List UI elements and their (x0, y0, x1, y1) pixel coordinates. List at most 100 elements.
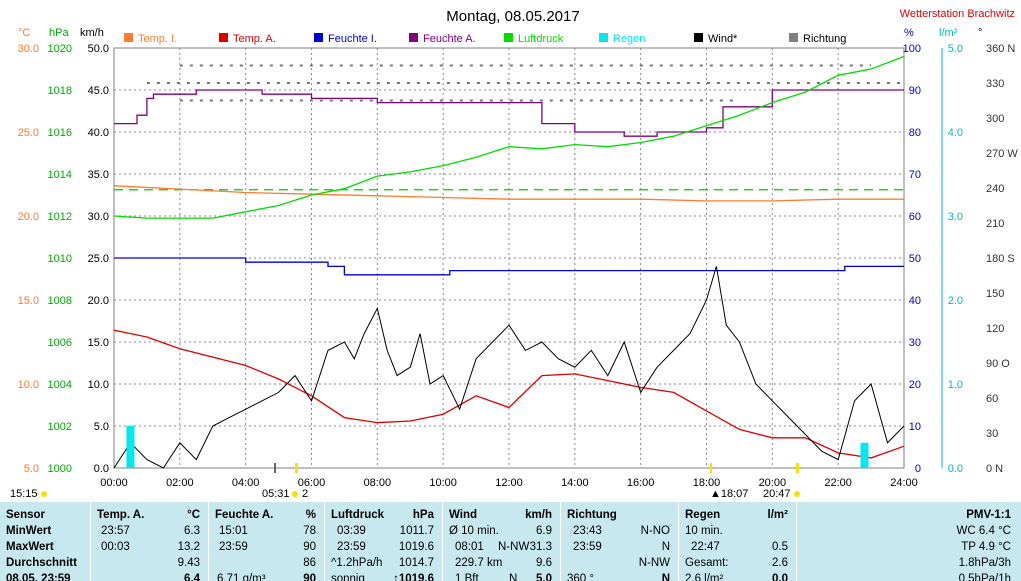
legend-label-1: Temp. A. (233, 33, 276, 45)
luftdruck-min-value: 1011.7 (399, 525, 434, 537)
legend-swatch-7 (789, 33, 798, 42)
legend-label-3: Feuchte A. (423, 33, 476, 45)
x-tick-0: 00:00 (100, 477, 128, 489)
temp-axis-tick-5: 5.0 (24, 463, 39, 475)
pressure-axis-tick-6: 1008 (48, 295, 72, 307)
rain-axis-tick-4: 1.0 (948, 379, 963, 391)
wind-axis-tick-10: 0.0 (94, 463, 109, 475)
temp-axis-tick-3: 15.0 (18, 295, 39, 307)
direction-axis-tick-8: 120 (986, 323, 1004, 335)
temp-a-min-time: 23:57 (101, 525, 130, 537)
temp-unit-label: °C (18, 27, 30, 39)
humidity-unit-label: % (904, 27, 914, 39)
x-tick-6: 12:00 (495, 477, 523, 489)
regen-total-value: 2.6 (772, 557, 788, 569)
sunrise-marker (295, 463, 298, 473)
wind-axis-tick-8: 10.0 (88, 379, 109, 391)
feuchte-a-current-value: 90 (303, 573, 316, 581)
humidity-axis-tick-3: 70 (909, 169, 921, 181)
series-line-5 (113, 266, 905, 469)
rain-axis-tick-2: 3.0 (948, 211, 963, 223)
axes: 30.025.020.015.010.05.010201018101610141… (18, 43, 1019, 489)
wind-axis-tick-4: 30.0 (88, 211, 109, 223)
temp-a-current-value: 6.4 (184, 573, 200, 581)
temp-a-avg-value: 9.43 (177, 557, 200, 569)
x-tick-11: 22:00 (824, 477, 852, 489)
wind-column: Wind km/h Ø 10 min. 6.9 08:01 N-NW 31.3 … (442, 502, 560, 581)
wind-max-direction: N-NW (498, 541, 530, 553)
temp-a-head: Temp. A. (97, 509, 145, 521)
richtung-head: Richtung (567, 509, 617, 521)
luftdruck-max-value: 1019.6 (398, 541, 434, 553)
wind-avg-value: 9.6 (536, 557, 552, 569)
temp-axis-tick-4: 10.0 (18, 379, 39, 391)
row-label-current: 08.05. 23:59 (6, 573, 71, 581)
rain-bar-0 (126, 426, 135, 468)
feuchte-a-abs-humidity: 6.71 g/m³ (217, 573, 266, 581)
pressure-axis-tick-0: 1020 (48, 43, 72, 55)
richtung-current-value: N (661, 573, 670, 581)
feuchte-a-avg-value: 86 (303, 557, 316, 569)
sunset-time: 20:47 (763, 488, 791, 500)
legend-label-7: Richtung (803, 33, 846, 45)
event-time: ▲18:07 (710, 488, 748, 500)
legend-label-0: Temp. I. (138, 33, 177, 45)
legend-swatch-1 (219, 33, 228, 42)
regen-10min-label: 10 min. (685, 525, 723, 537)
pressure-axis-tick-5: 1010 (48, 253, 72, 265)
pmv-head: PMV-1:1 (966, 509, 1011, 521)
dawn-time: 15:15 (10, 488, 38, 500)
humidity-axis-tick-7: 30 (909, 337, 921, 349)
legend-label-6: Wind* (708, 33, 738, 45)
richtung-avg-value: N-NW (638, 557, 670, 569)
direction-axis-tick-6: 180 S (986, 253, 1015, 265)
x-tick-5: 10:00 (429, 477, 457, 489)
station-name: Wetterstation Brachwitz (900, 8, 1015, 20)
humidity-axis-tick-0: 100 (903, 43, 921, 55)
sensor-column: Sensor MinWert MaxWert Durchschnitt 08.0… (0, 502, 90, 581)
wind-axis-tick-7: 15.0 (88, 337, 109, 349)
legend-label-5: Regen (613, 33, 645, 45)
luftdruck-column: Luftdruck hPa 03:39 1011.7 23:59 1019.6 … (324, 502, 442, 581)
axis-unit-labels: °C hPa km/h % l/m² ° (18, 27, 982, 39)
legend: Temp. I. Temp. A. Feuchte I. Feuchte A. Luft… (124, 33, 846, 45)
humidity-axis-tick-4: 60 (909, 211, 921, 223)
wind-distance: 229.7 km (455, 557, 503, 569)
series (113, 55, 905, 469)
regen-day-total: 2.6 l/m² (685, 573, 724, 581)
direction-axis-tick-2: 300 (986, 113, 1004, 125)
temp-axis-tick-0: 30.0 (18, 43, 39, 55)
luftdruck-unit: hPa (412, 509, 434, 521)
richtung-max-value: N (661, 541, 670, 553)
luftdruck-max-time: 23:59 (337, 541, 366, 553)
wind-head: Wind (449, 509, 477, 521)
regen-column: Regen l/m² 10 min. 22:47 0.5 Gesamt: 2.6… (678, 502, 796, 581)
pmv-trend-1h: 0.5hPa/1h (958, 573, 1011, 581)
temp-a-max-value: 13.2 (177, 541, 200, 553)
rain-axis-tick-1: 4.0 (948, 127, 963, 139)
weather-chart: Montag, 08.05.2017 Wetterstation Brachwi… (10, 8, 1019, 500)
direction-axis-tick-1: 330 (986, 78, 1004, 90)
sunset-sun-icon (794, 491, 800, 497)
feuchte-a-min-value: 78 (303, 525, 316, 537)
luftdruck-current-value: ↑1019.6 (393, 573, 434, 581)
wind-axis-tick-2: 40.0 (88, 127, 109, 139)
feuchte-a-max-time: 23:59 (219, 541, 248, 553)
legend-swatch-6 (694, 33, 703, 42)
sensor-head: Sensor (6, 509, 45, 521)
humidity-axis-tick-10: 0 (915, 463, 921, 475)
humidity-axis-tick-5: 50 (909, 253, 921, 265)
pressure-axis-tick-9: 1002 (48, 421, 72, 433)
feuchte-a-unit: % (305, 509, 316, 521)
pressure-axis-tick-7: 1006 (48, 337, 72, 349)
series-line-1 (113, 329, 905, 459)
humidity-axis-tick-2: 80 (909, 127, 921, 139)
regen-max-time: 22:47 (691, 541, 720, 553)
x-tick-12: 24:00 (890, 477, 918, 489)
rain-axis-tick-3: 2.0 (948, 295, 963, 307)
legend-swatch-5 (599, 33, 608, 42)
legend-label-2: Feuchte I. (328, 33, 377, 45)
pressure-axis-tick-2: 1016 (48, 127, 72, 139)
dawn-marker (274, 463, 276, 473)
humidity-axis-tick-6: 40 (909, 295, 921, 307)
